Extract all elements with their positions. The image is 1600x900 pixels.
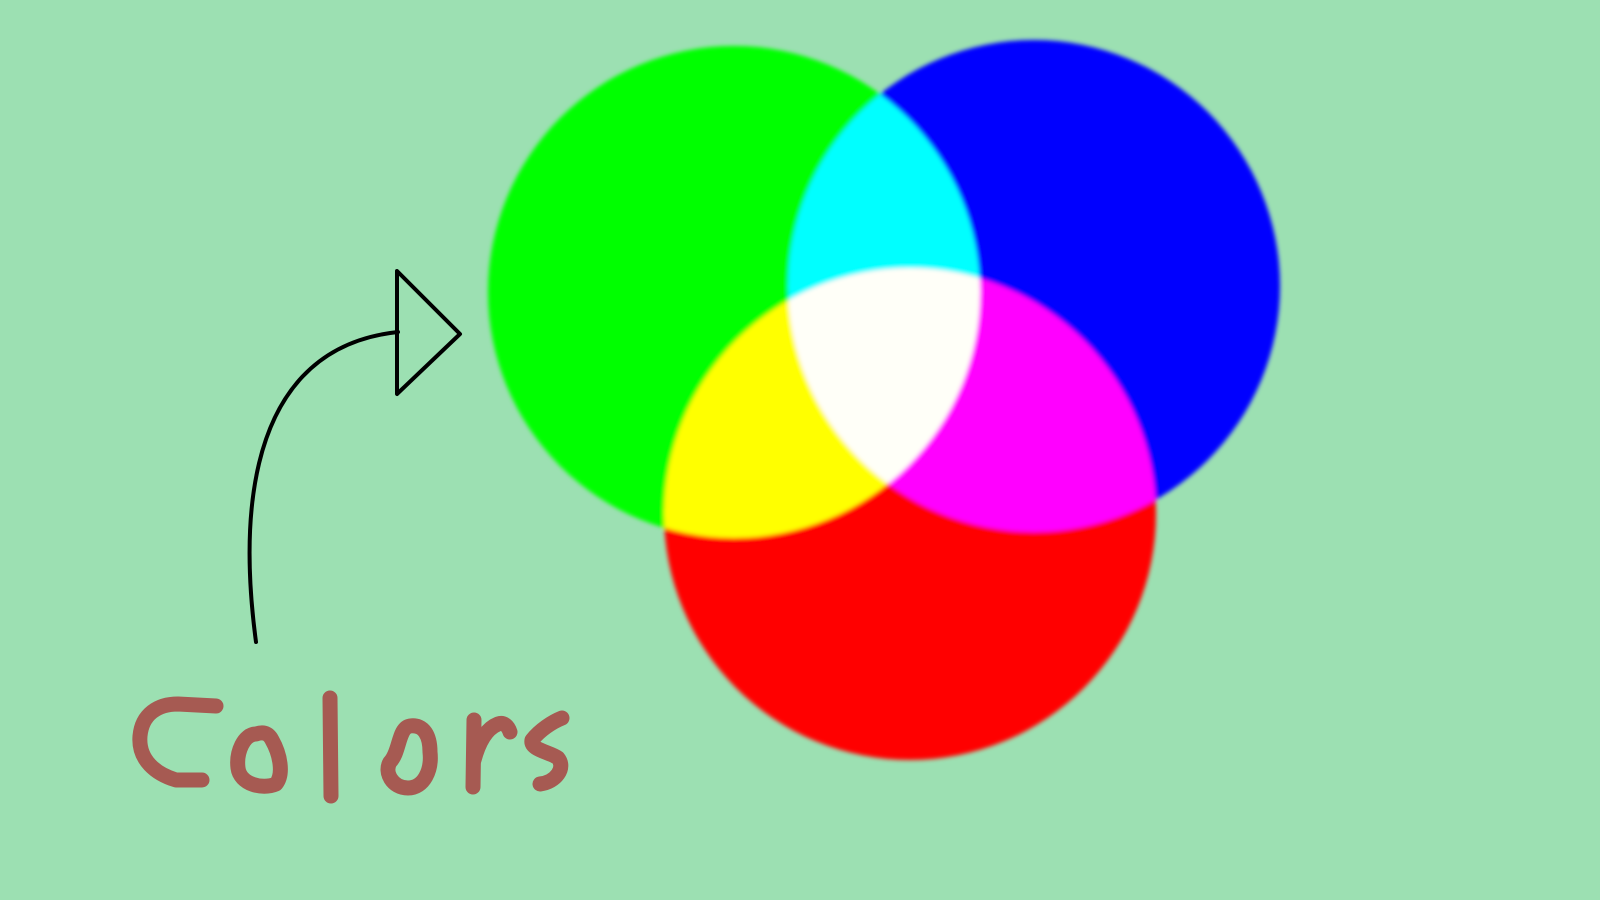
arrow-shaft xyxy=(247,330,400,644)
arrow-head-icon xyxy=(395,269,462,396)
arrow-annotation xyxy=(247,269,462,644)
colors-handwriting xyxy=(132,690,570,804)
